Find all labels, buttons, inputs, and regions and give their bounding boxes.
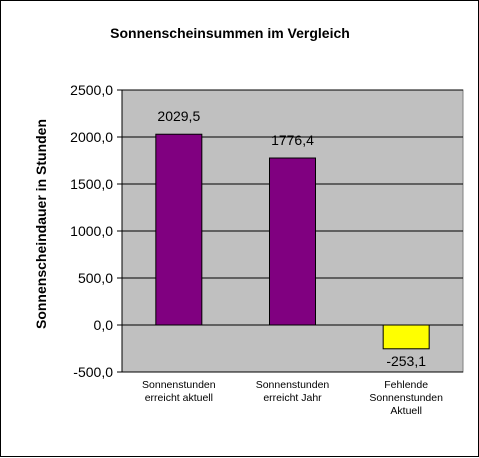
y-axis-label: Sonnenscheindauer in Stunden bbox=[33, 119, 49, 329]
bars bbox=[155, 133, 430, 350]
bar bbox=[155, 133, 203, 326]
category-label: Fehlende bbox=[384, 379, 428, 391]
category-label: Sonnenstunden bbox=[369, 392, 443, 404]
category-label: Aktuell bbox=[390, 405, 422, 417]
category-label: Sonnenstunden bbox=[256, 379, 330, 391]
category-label: erreicht aktuell bbox=[145, 392, 213, 404]
data-labels: 2029,5 1776,4 -253,1 bbox=[157, 108, 426, 369]
y-tick-label: 2500,0 bbox=[70, 82, 113, 98]
y-tick-label: 0,0 bbox=[94, 317, 114, 333]
data-label: 1776,4 bbox=[271, 132, 314, 148]
category-label: Sonnenstunden bbox=[142, 379, 216, 391]
y-axis-ticks: 2500,0 2000,0 1500,0 1000,0 500,0 0,0 -500,0 bbox=[70, 82, 123, 380]
y-tick-label: 500,0 bbox=[78, 270, 113, 286]
y-tick-label: 1500,0 bbox=[70, 176, 113, 192]
y-tick-label: 2000,0 bbox=[70, 129, 113, 145]
y-tick-label: -500,0 bbox=[73, 364, 113, 380]
y-tick-label: 1000,0 bbox=[70, 223, 113, 239]
data-label: -253,1 bbox=[386, 353, 426, 369]
data-label: 2029,5 bbox=[157, 108, 200, 124]
bar bbox=[382, 324, 430, 350]
bar bbox=[269, 157, 316, 326]
category-label: erreicht Jahr bbox=[263, 392, 322, 404]
chart-title: Sonnenscheinsummen im Vergleich bbox=[110, 25, 350, 41]
